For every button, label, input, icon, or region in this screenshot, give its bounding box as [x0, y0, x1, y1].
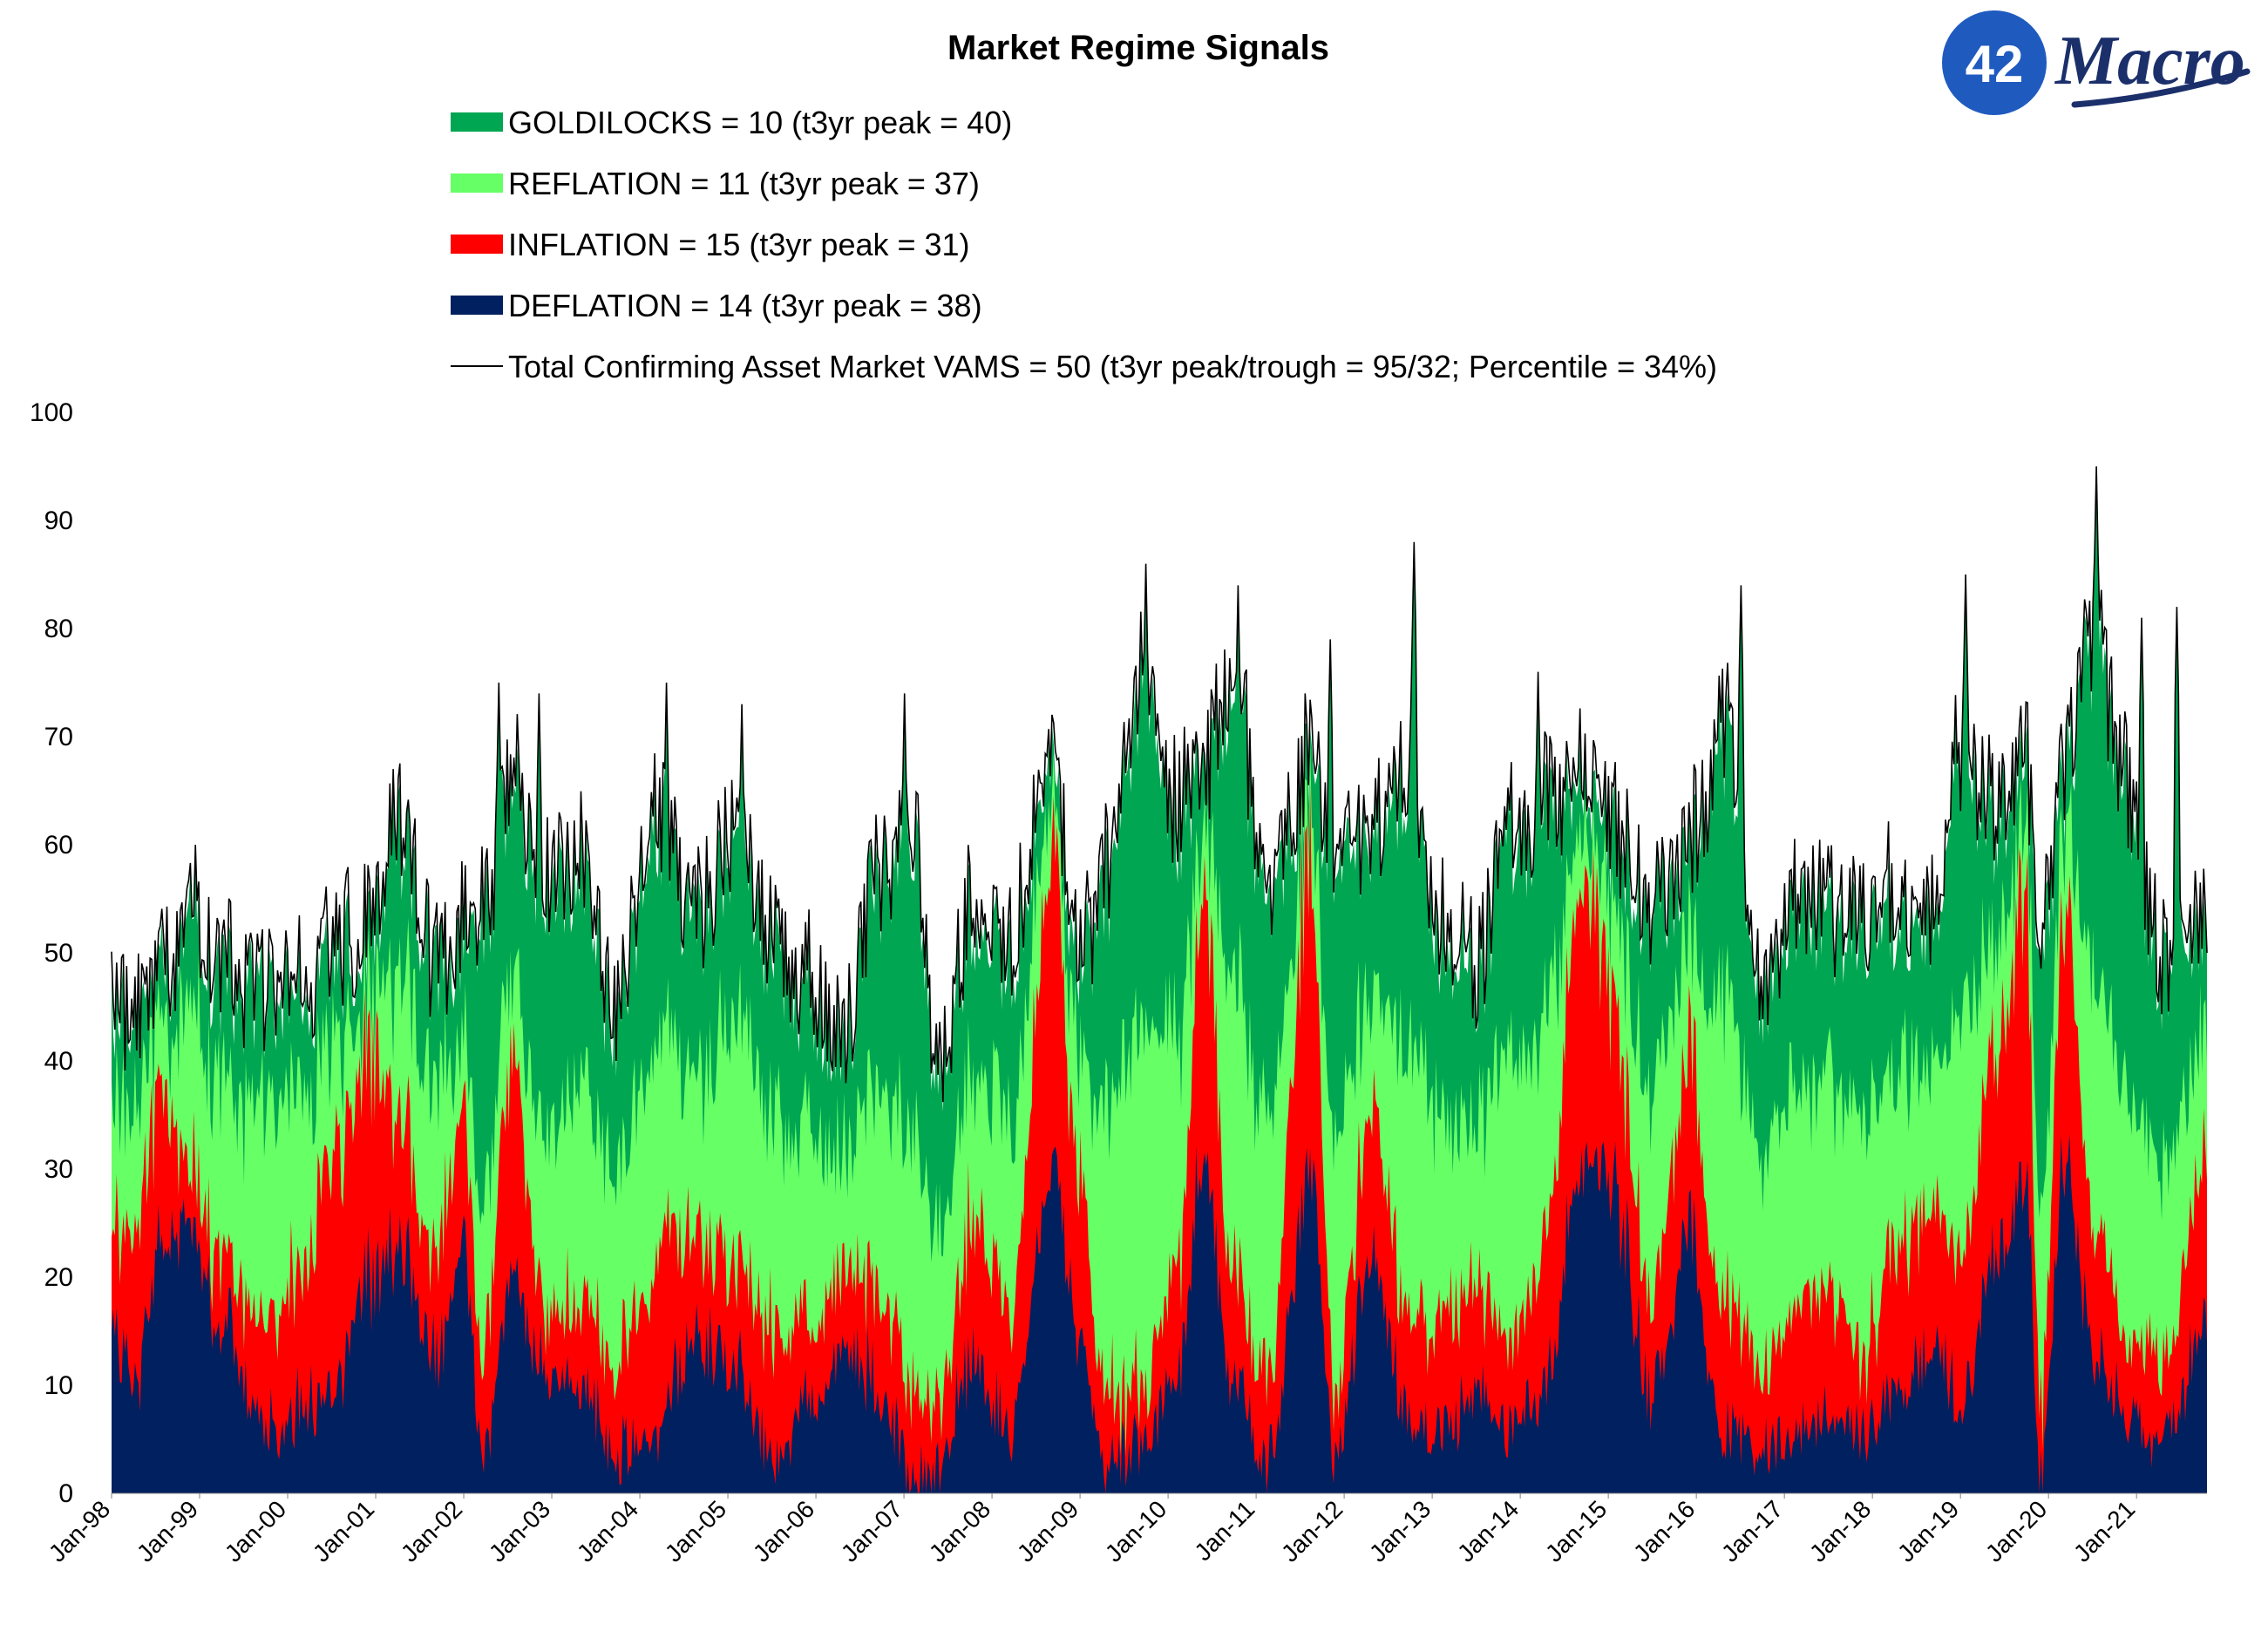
x-tick-label: Jan-05 [660, 1495, 731, 1567]
x-tick-label: Jan-06 [748, 1495, 819, 1567]
x-tick-label: Jan-14 [1452, 1495, 1524, 1567]
x-tick-label: Jan-01 [308, 1495, 379, 1567]
y-tick-label: 0 [58, 1479, 73, 1508]
x-tick-label: Jan-20 [1980, 1495, 2052, 1567]
x-tick-label: Jan-09 [1012, 1495, 1083, 1567]
y-tick-label: 80 [44, 615, 73, 643]
x-tick-label: Jan-07 [836, 1495, 907, 1567]
legend: GOLDILOCKS = 10 (t3yr peak = 40) REFLATIO… [451, 105, 1717, 384]
legend-swatch-goldilocks [451, 112, 503, 132]
y-tick-label: 100 [30, 398, 73, 427]
x-tick-label: Jan-13 [1364, 1495, 1436, 1567]
x-tick-label: Jan-02 [396, 1495, 467, 1567]
x-tick-label: Jan-21 [2068, 1495, 2140, 1567]
x-tick-label: Jan-00 [220, 1495, 291, 1567]
chart-title: Market Regime Signals [947, 29, 1329, 67]
line-total [111, 466, 2208, 1103]
legend-swatch-reflation [451, 173, 503, 193]
y-tick-label: 70 [44, 723, 73, 751]
area-deflation [112, 1133, 2207, 1493]
x-tick-label: Jan-11 [1189, 1495, 1260, 1566]
y-tick-label: 30 [44, 1155, 73, 1184]
legend-label-total: Total Confirming Asset Market VAMS = 50 … [508, 349, 1717, 384]
y-tick-label: 90 [44, 506, 73, 535]
legend-label-deflation: DEFLATION = 14 (t3yr peak = 38) [508, 288, 982, 323]
plot-area [111, 466, 2208, 1494]
x-tick-label: Jan-12 [1276, 1495, 1348, 1567]
x-tick-label: Jan-19 [1892, 1495, 1964, 1567]
legend-label-inflation: INFLATION = 15 (t3yr peak = 31) [508, 227, 970, 262]
y-tick-label: 20 [44, 1263, 73, 1292]
x-tick-label: Jan-10 [1100, 1495, 1171, 1567]
legend-label-goldilocks: GOLDILOCKS = 10 (t3yr peak = 40) [508, 105, 1012, 140]
y-tick-label: 60 [44, 831, 73, 860]
x-tick-label: Jan-16 [1628, 1495, 1700, 1567]
x-axis: Jan-98 Jan-99 Jan-00 Jan-01 Jan-02 Jan-03 Jan-… [44, 1493, 2140, 1567]
x-tick-label: Jan-17 [1716, 1495, 1788, 1567]
x-tick-label: Jan-99 [132, 1495, 203, 1567]
legend-swatch-inflation [451, 235, 503, 254]
y-tick-label: 50 [44, 939, 73, 968]
x-tick-label: Jan-15 [1540, 1495, 1612, 1567]
logo: 42 Macro [1942, 10, 2251, 115]
logo-number: 42 [1966, 35, 2024, 93]
x-tick-label: Jan-04 [572, 1495, 643, 1567]
x-tick-label: Jan-98 [44, 1495, 115, 1567]
legend-label-reflation: REFLATION = 11 (t3yr peak = 37) [508, 166, 980, 201]
logo-swoosh [2071, 68, 2251, 108]
x-tick-label: Jan-18 [1804, 1495, 1876, 1567]
legend-swatch-deflation [451, 296, 503, 315]
y-tick-label: 40 [44, 1047, 73, 1076]
logo-wordmark: Macro [2054, 23, 2245, 99]
x-tick-label: Jan-08 [924, 1495, 995, 1567]
x-tick-label: Jan-03 [484, 1495, 555, 1567]
y-tick-label: 10 [44, 1371, 73, 1400]
y-axis: 0 10 20 30 40 50 60 70 80 90 100 [30, 398, 73, 1508]
logo-circle [1942, 10, 2047, 115]
